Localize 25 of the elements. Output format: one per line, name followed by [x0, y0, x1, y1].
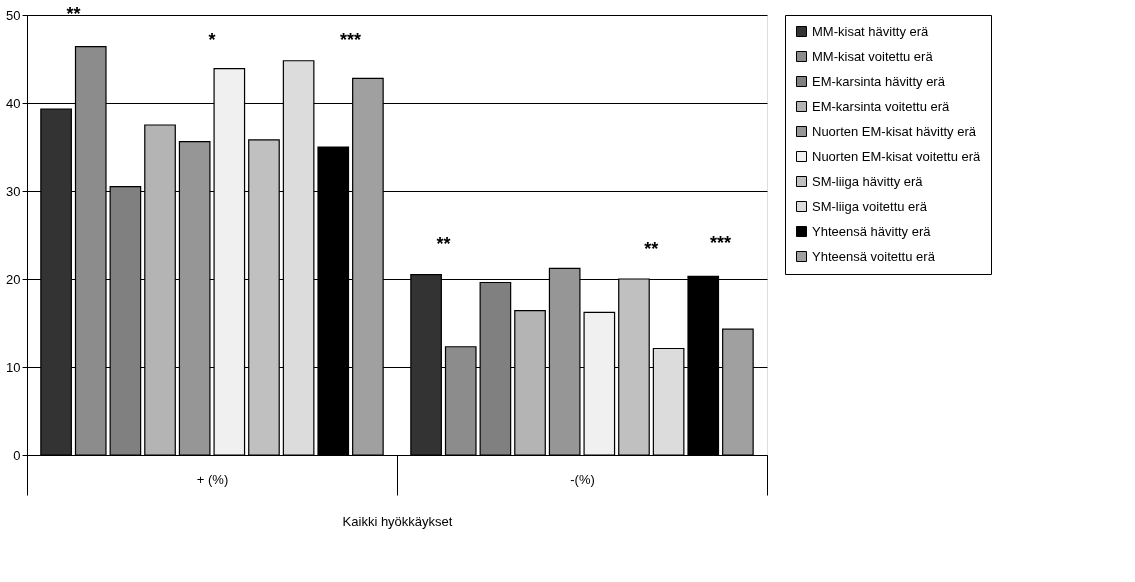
- legend-label: Nuorten EM-kisat hävitty erä: [812, 123, 977, 139]
- legend-label: MM-kisat hävitty erä: [812, 23, 930, 39]
- annotation: **: [66, 3, 81, 24]
- y-tick-label: 10: [6, 359, 21, 375]
- y-tick-label: 40: [6, 95, 21, 111]
- legend-label: Yhteensä voitettu erä: [812, 248, 936, 264]
- annotation: *: [208, 30, 216, 51]
- annotation: ***: [340, 30, 362, 51]
- x-tick-label: + (%): [196, 471, 229, 487]
- y-tick-label: 0: [13, 447, 21, 463]
- legend-label: EM-karsinta voitettu erä: [812, 98, 951, 114]
- annotation: **: [644, 238, 659, 259]
- x-axis-title: Kaikki hyökkäykset: [342, 514, 453, 529]
- x-tick-label: -(%): [570, 471, 595, 487]
- y-tick-label: 20: [6, 271, 21, 287]
- legend-label: Yhteensä hävitty erä: [812, 223, 932, 239]
- legend-label: EM-karsinta hävitty erä: [812, 73, 946, 89]
- legend-label: SM-liiga voitettu erä: [812, 198, 928, 214]
- annotation: **: [436, 234, 451, 255]
- legend-label: Nuorten EM-kisat voitettu erä: [812, 148, 982, 164]
- legend-label: MM-kisat voitettu erä: [812, 48, 934, 64]
- annotation: ***: [710, 232, 732, 253]
- legend-label: SM-liiga hävitty erä: [812, 173, 924, 189]
- y-tick-label: 50: [6, 7, 21, 23]
- y-tick-label: 30: [6, 183, 21, 199]
